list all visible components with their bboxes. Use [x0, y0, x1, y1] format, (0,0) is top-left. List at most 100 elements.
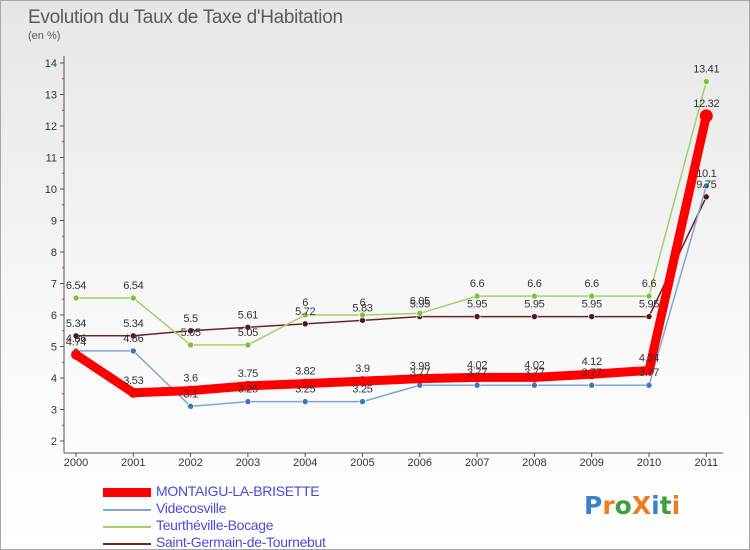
x-tick-label: 2008 — [522, 457, 546, 469]
data-point-videcosville — [531, 381, 538, 389]
x-tick-label: 2005 — [350, 457, 374, 469]
data-point-saint-germain-de-tournebut — [187, 327, 194, 335]
legend-item: Teurthéville-Bocage — [103, 517, 403, 536]
logo-letter: i — [671, 491, 681, 520]
data-label-saint-germain-de-tournebut: 5.5 — [183, 313, 198, 325]
x-tick-label: 2001 — [121, 457, 145, 469]
logo-letter: X — [631, 491, 652, 520]
logo-letter: i — [651, 491, 660, 520]
data-label-montaigu-la-brisette: 3.53 — [123, 375, 143, 387]
data-point-videcosville — [702, 182, 710, 190]
data-label-saint-germain-de-tournebut: 5.95 — [582, 299, 602, 311]
data-point-teurth-ville-bocage — [473, 292, 481, 300]
data-point-saint-germain-de-tournebut — [72, 332, 80, 340]
data-label-teurth-ville-bocage: 6.05 — [410, 295, 430, 307]
data-label-saint-germain-de-tournebut: 5.95 — [467, 299, 487, 311]
legend-label: MONTAIGU-LA-BRISETTE — [156, 483, 320, 499]
legend-label: Saint-Germain-de-Tournebut — [156, 534, 326, 550]
data-point-teurth-ville-bocage — [645, 292, 653, 300]
x-tick-label: 2004 — [293, 457, 317, 469]
data-point-teurth-ville-bocage — [416, 310, 424, 317]
data-point-teurth-ville-bocage — [301, 311, 309, 319]
data-point-videcosville — [301, 398, 309, 405]
y-tick-label: 2 — [51, 436, 57, 448]
series-line-videcosville — [75, 185, 708, 408]
data-label-videcosville: 3.77 — [410, 367, 430, 379]
data-point-montaigu-la-brisette — [300, 378, 311, 389]
data-label-montaigu-la-brisette: 4.02 — [524, 359, 544, 371]
data-label-teurth-ville-bocage: 5.05 — [180, 327, 200, 339]
x-tick-label: 2002 — [178, 457, 202, 469]
data-label-videcosville: 3.77 — [639, 367, 659, 379]
data-point-saint-germain-de-tournebut — [588, 313, 596, 320]
data-point-teurth-ville-bocage — [72, 294, 80, 302]
data-label-saint-germain-de-tournebut: 5.34 — [123, 318, 143, 330]
data-point-videcosville — [359, 398, 366, 405]
legend-swatch — [103, 488, 151, 497]
data-label-videcosville: 4.86 — [123, 333, 143, 345]
data-label-teurth-ville-bocage: 6.6 — [642, 278, 657, 290]
legend-swatch — [103, 509, 151, 511]
data-label-saint-germain-de-tournebut: 5.61 — [238, 309, 258, 321]
data-label-teurth-ville-bocage: 6 — [302, 297, 308, 309]
data-label-montaigu-la-brisette: 4.02 — [467, 359, 487, 371]
data-label-saint-germain-de-tournebut: 5.95 — [410, 299, 430, 311]
x-tick-label: 2011 — [694, 457, 718, 469]
logo-letter: t — [659, 491, 672, 520]
proxiti-logo: ProXiti — [584, 491, 680, 520]
legend-label: Teurthéville-Bocage — [156, 517, 274, 533]
data-point-videcosville — [130, 347, 137, 355]
data-label-videcosville: 3.77 — [467, 367, 487, 379]
series-line-montaigu-la-brisette — [71, 111, 711, 398]
data-label-videcosville: 3.25 — [352, 384, 372, 396]
x-tick-label: 2000 — [64, 457, 88, 469]
data-point-montaigu-la-brisette — [414, 373, 425, 384]
y-tick-label: 8 — [51, 247, 57, 259]
data-label-saint-germain-de-tournebut: 5.72 — [295, 306, 315, 318]
data-point-teurth-ville-bocage — [244, 341, 252, 349]
series-line-saint-germain-de-tournebut — [75, 196, 708, 337]
series-line-teurth-ville-bocage — [75, 80, 708, 346]
data-label-saint-germain-de-tournebut: 5.95 — [524, 299, 544, 311]
y-tick-label: 10 — [45, 184, 57, 196]
legend-item: MONTAIGU-LA-BRISETTE — [103, 483, 403, 502]
data-label-teurth-ville-bocage: 6.6 — [470, 278, 485, 290]
legend-label: Videcosville — [156, 500, 227, 516]
data-point-videcosville — [645, 381, 653, 389]
y-tick-label: 9 — [51, 216, 57, 228]
data-label-teurth-ville-bocage: 6.54 — [66, 280, 86, 292]
chart-title: Evolution du Taux de Taxe d'Habitation — [28, 7, 343, 28]
data-point-videcosville — [187, 403, 194, 410]
data-point-teurth-ville-bocage — [187, 341, 194, 349]
data-point-teurth-ville-bocage — [588, 292, 596, 300]
x-tick-label: 2007 — [465, 457, 489, 469]
data-point-saint-germain-de-tournebut — [645, 313, 653, 320]
data-label-montaigu-la-brisette: 4.12 — [582, 356, 602, 368]
chart-subtitle: (en %) — [28, 30, 61, 42]
data-label-videcosville: 3.77 — [582, 367, 602, 379]
data-point-teurth-ville-bocage — [531, 292, 538, 300]
data-point-montaigu-la-brisette — [586, 369, 597, 380]
data-label-videcosville: 3.77 — [524, 367, 544, 379]
data-point-montaigu-la-brisette — [185, 385, 196, 396]
data-label-videcosville: 10.1 — [696, 168, 716, 180]
data-label-videcosville: 3.25 — [295, 384, 315, 396]
data-label-videcosville: 3.25 — [238, 384, 258, 396]
data-point-montaigu-la-brisette — [128, 387, 139, 398]
data-point-montaigu-la-brisette — [699, 109, 713, 123]
data-label-saint-germain-de-tournebut: 5.95 — [639, 299, 659, 311]
data-point-saint-germain-de-tournebut — [531, 313, 538, 320]
x-tick-label: 2003 — [236, 457, 260, 469]
data-point-saint-germain-de-tournebut — [244, 323, 252, 331]
legend-swatch — [103, 543, 151, 545]
data-point-saint-germain-de-tournebut — [473, 313, 481, 320]
y-tick-label: 12 — [45, 121, 57, 133]
data-label-saint-germain-de-tournebut: 9.75 — [696, 179, 716, 191]
logo-letter: o — [614, 491, 632, 520]
data-point-montaigu-la-brisette — [529, 372, 540, 383]
data-point-montaigu-la-brisette — [71, 349, 81, 360]
data-label-montaigu-la-brisette: 3.6 — [183, 373, 198, 385]
legend: MONTAIGU-LA-BRISETTE Videcosville Teurthév… — [103, 483, 403, 550]
